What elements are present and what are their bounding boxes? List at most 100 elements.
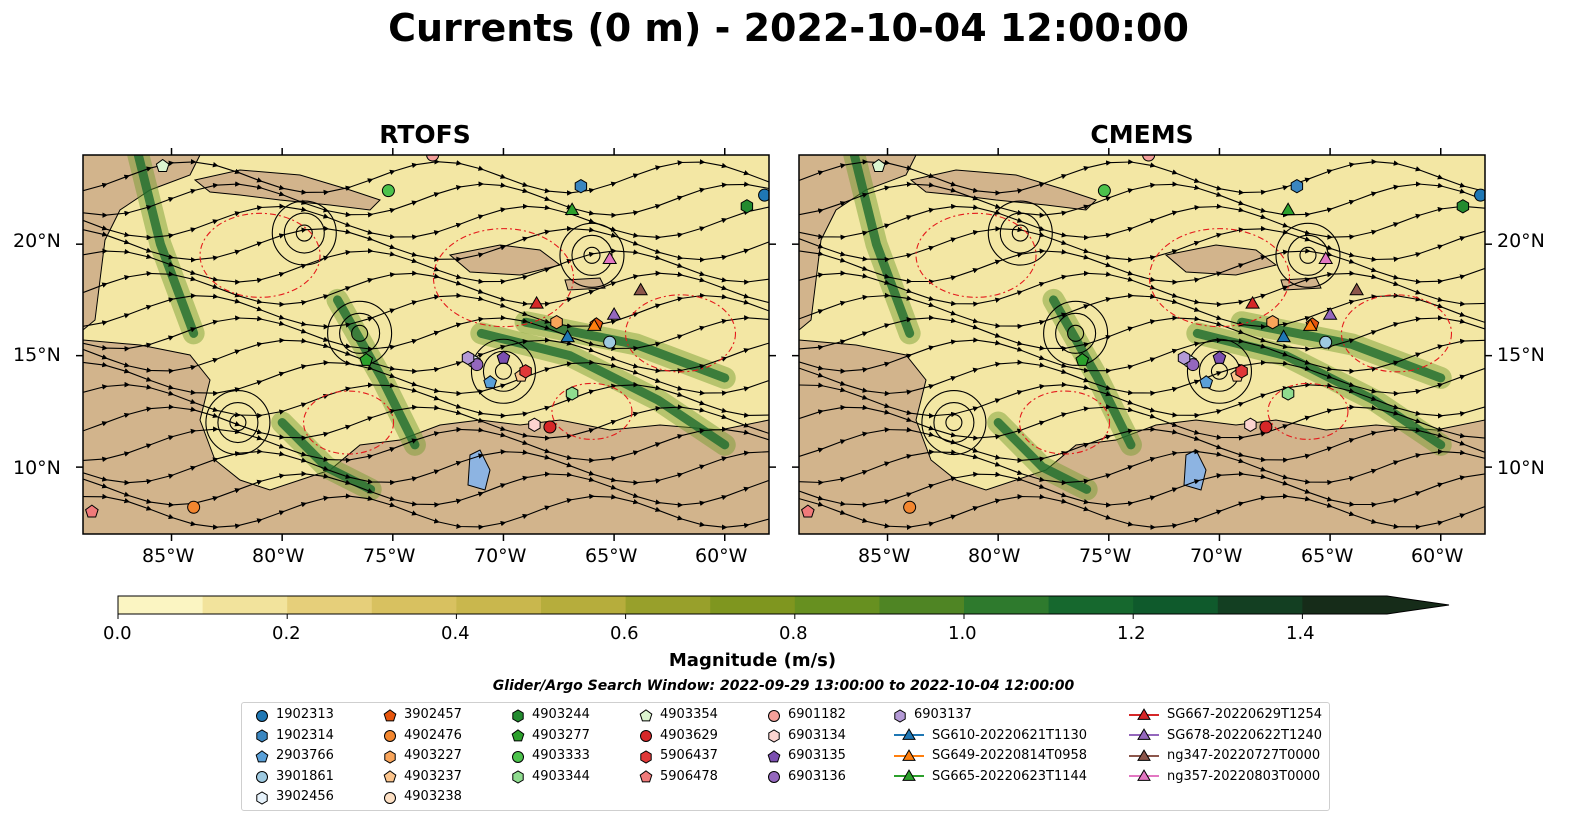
legend-marker-icon [640, 730, 652, 742]
float-marker-3901861 [1319, 335, 1333, 349]
legend-marker [768, 771, 780, 783]
colorbar-segment [1133, 596, 1219, 614]
colorbar-tick: 1.2 [1117, 623, 1146, 644]
legend-item: SG649-20220814T0958 [892, 746, 1087, 766]
lon-label-right: 80°W [968, 545, 1021, 567]
legend-label: ng357-20220803T0000 [1167, 768, 1321, 784]
search-window-caption: Glider/Argo Search Window: 2022-09-29 13… [492, 678, 1075, 694]
legend-label: 1902313 [276, 707, 334, 722]
lat-label-right: 15°N [1497, 344, 1545, 366]
legend-marker-icon [511, 729, 525, 742]
float-marker-1902314 [1290, 179, 1304, 194]
lon-label-right: 85°W [858, 545, 911, 567]
legend-item: 4903333 [510, 746, 590, 766]
legend-marker [384, 730, 396, 742]
legend-marker-icon [255, 749, 269, 762]
legend-label: 4903237 [404, 768, 462, 784]
legend-marker-icon [256, 729, 268, 743]
legend-label: 4903344 [532, 768, 590, 784]
legend-item: 4903629 [638, 726, 718, 746]
legend-marker-icon [512, 708, 524, 723]
legend-marker [1137, 769, 1151, 781]
float-marker-SG667-20220629T1254 [529, 295, 544, 309]
legend-item: 4903238 [382, 787, 462, 807]
float-marker-4903344 [565, 386, 579, 401]
legend-marker [1137, 728, 1151, 740]
legend-item: 6903134 [766, 726, 846, 746]
legend-item: 6901182 [766, 705, 846, 725]
legend-marker-icon [1129, 748, 1159, 761]
lon-label-right: 75°W [1079, 545, 1132, 567]
markers-cmems [801, 155, 1485, 518]
legend-label: 6901182 [788, 707, 846, 722]
map-panel-rtofs [83, 155, 769, 534]
legend-label: 4903227 [404, 748, 462, 763]
legend-marker-icon [640, 749, 652, 764]
legend-marker [512, 708, 524, 723]
legend-marker-icon [512, 750, 524, 763]
legend-marker-icon [894, 769, 924, 781]
legend-item: 6903136 [766, 767, 846, 787]
legend-label: 4903277 [532, 727, 590, 743]
legend-item: 6903135 [766, 746, 846, 766]
float-marker-SG667-20220629T1254 [1245, 295, 1260, 309]
legend-item: 4902476 [382, 726, 462, 746]
lon-label-left: 80°W [252, 545, 305, 567]
legend-marker-icon [639, 708, 653, 721]
float-marker-4903344 [1281, 386, 1295, 401]
legend-label: SG667-20220629T1254 [1167, 707, 1323, 722]
legend-marker-icon [384, 730, 396, 742]
legend-label: 3901861 [276, 768, 334, 784]
float-marker-ng357-20220803T0000 [602, 251, 618, 264]
legend-marker [512, 750, 524, 763]
eddy-contours-cmems [915, 212, 1453, 455]
legend-marker [768, 709, 780, 722]
legend-item: ng347-20220727T0000 [1127, 746, 1320, 766]
float-marker-SG610-20220621T1130 [560, 329, 575, 343]
colorbar-label: Magnitude (m/s) [668, 650, 837, 671]
float-marker-1902314 [574, 179, 588, 194]
colorbar-segment [1217, 596, 1303, 614]
legend: 1902313 1902314 2903766 3901861 3902456 39024… [241, 702, 1330, 811]
legend-marker-icon [1129, 769, 1159, 781]
float-marker-SG649-20220814T0958 [586, 318, 602, 331]
float-marker-4903333 [1097, 184, 1111, 198]
legend-label: 4903629 [660, 727, 718, 743]
colorbar-tick: 0.4 [441, 623, 470, 644]
legend-marker [256, 790, 268, 805]
lon-label-left: 70°W [474, 545, 527, 567]
legend-item: SG678-20220622T1240 [1127, 726, 1322, 746]
lon-label-left: 60°W [695, 545, 748, 567]
legend-label: 1902314 [276, 727, 334, 743]
legend-label: 5906478 [660, 768, 718, 784]
legend-label: 2903766 [276, 748, 334, 763]
legend-marker-icon [512, 770, 524, 784]
legend-marker [256, 729, 268, 743]
legend-item: SG610-20220621T1130 [892, 726, 1087, 746]
legend-item: 5906437 [638, 746, 718, 766]
float-marker-6903135 [1212, 350, 1227, 364]
lat-label-right: 20°N [1497, 230, 1545, 252]
legend-marker [640, 730, 652, 742]
legend-marker [902, 748, 916, 761]
streamlines-cmems [799, 158, 1485, 531]
legend-marker-icon [894, 728, 924, 740]
float-marker-SG610-20220621T1130 [1276, 329, 1291, 343]
float-marker-1902313 [758, 188, 769, 202]
legend-label: 3902457 [404, 707, 462, 722]
legend-marker [511, 729, 525, 742]
float-marker-6903137 [461, 350, 475, 366]
legend-label: 6903135 [788, 748, 846, 763]
legend-item: ng357-20220803T0000 [1127, 767, 1320, 787]
float-marker-4903629 [1259, 420, 1273, 434]
float-marker-ng347-20220727T0000 [1349, 282, 1364, 296]
legend-item: 6903137 [892, 705, 972, 725]
float-marker-5906478 [801, 504, 815, 518]
legend-item: 4903344 [510, 767, 590, 787]
float-marker-SG665-20220623T1144 [1280, 202, 1296, 215]
legend-marker [383, 708, 397, 721]
float-marker-6903134 [528, 417, 541, 432]
colorbar-segment [879, 596, 965, 614]
legend-item: 4903227 [382, 746, 462, 766]
colorbar-segment [625, 596, 711, 614]
